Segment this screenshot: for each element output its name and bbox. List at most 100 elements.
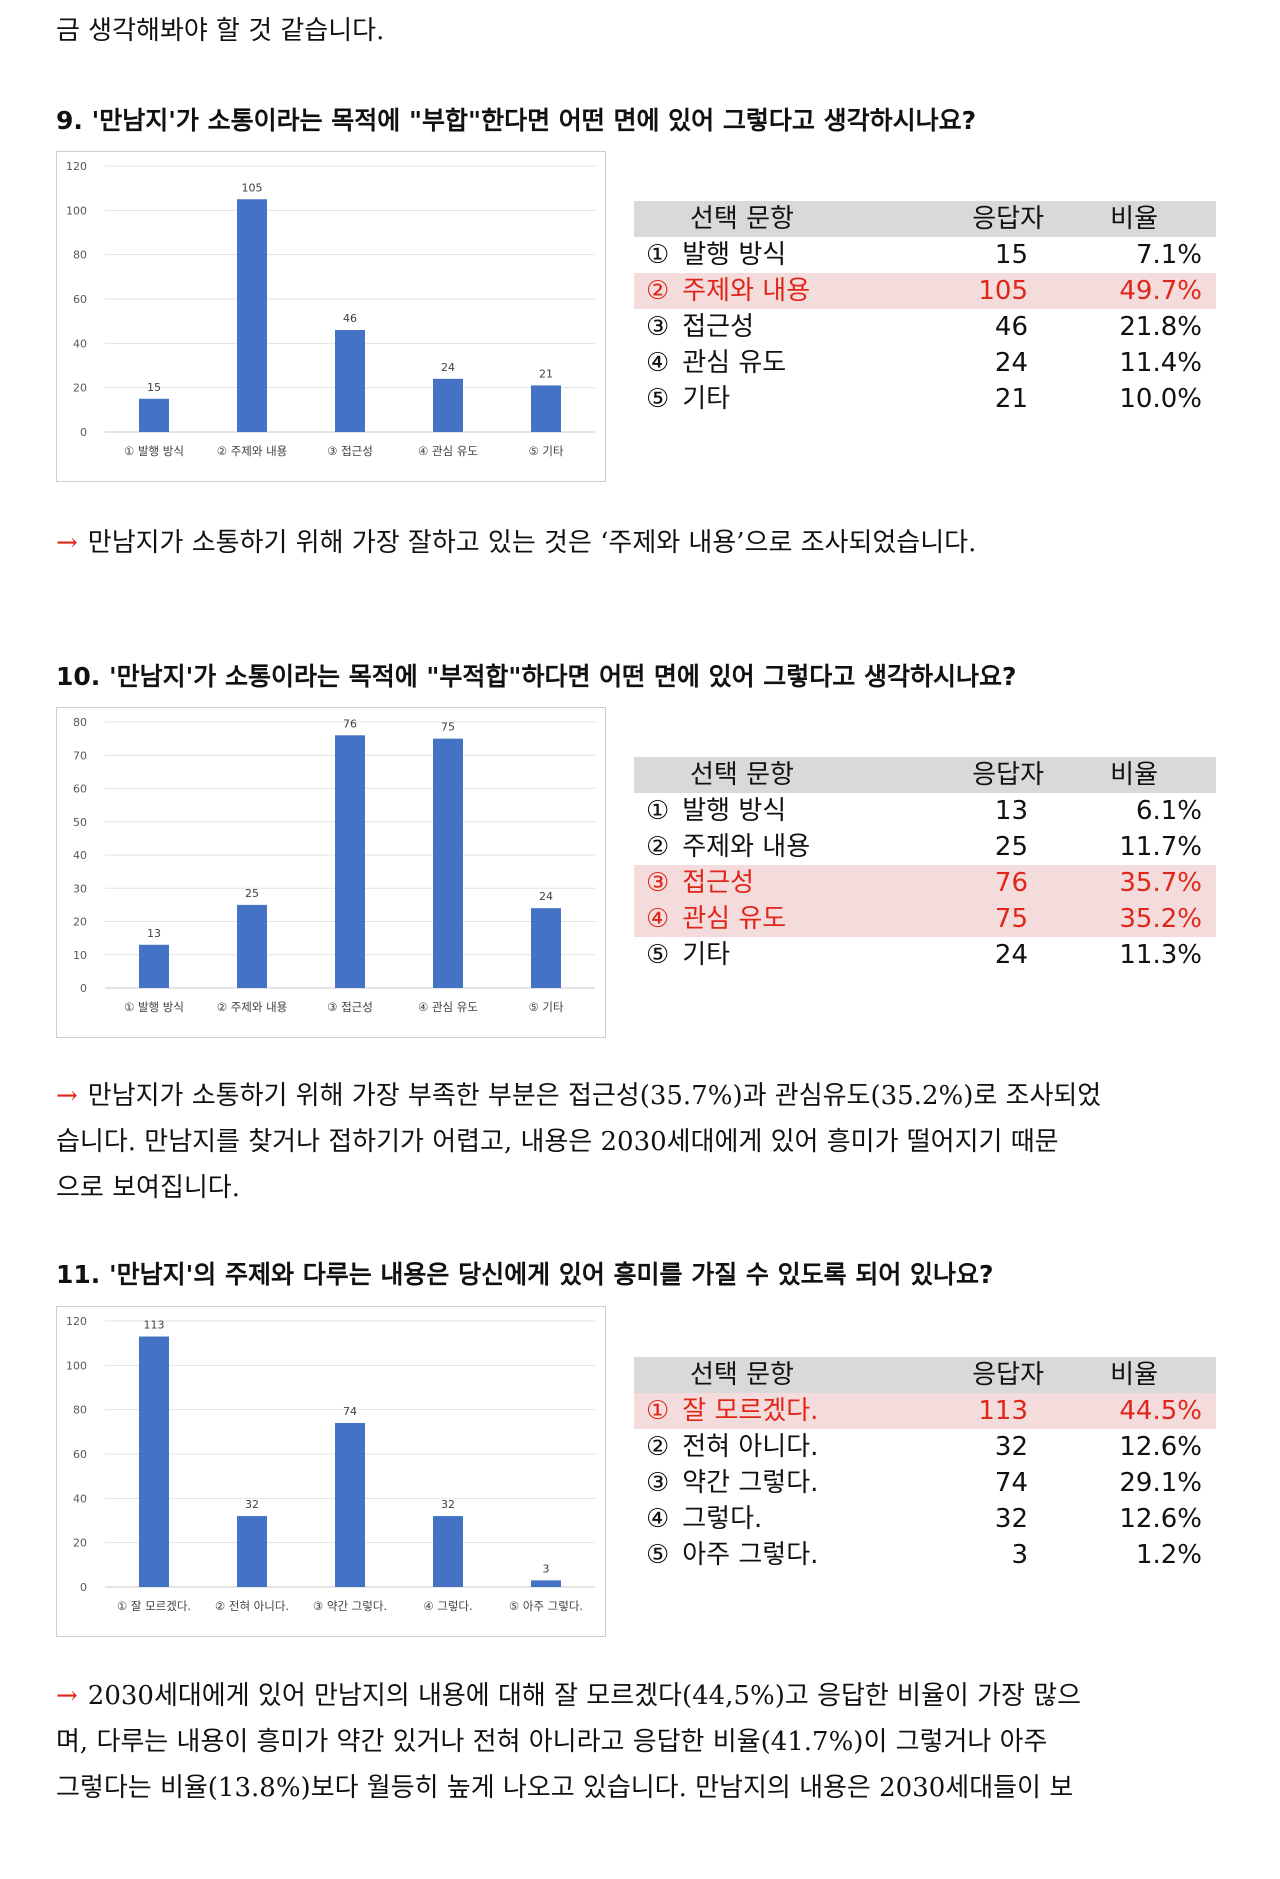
response-ratio: 11.4%	[1119, 348, 1202, 378]
bar-chart-9: 0 20 40 60 80 100 120 15 ① 발행 방식 105 ② 주제와 내용 46 ③ 접…	[66, 160, 595, 458]
response-ratio: 21.8%	[1119, 312, 1202, 342]
option-number: ④	[646, 904, 670, 934]
option-cell: ② 전혀 아니다.	[646, 1429, 818, 1465]
data-label: 105	[242, 181, 263, 194]
table-row: ⑤ 아주 그렇다. 3 1.2%	[634, 1537, 1216, 1573]
option-cell: ③ 약간 그렇다.	[646, 1465, 818, 1501]
y-tick-label: 20	[73, 1537, 87, 1550]
option-label: 관심 유도	[682, 348, 787, 378]
table-row: ⑤ 기타 24 11.3%	[634, 937, 1216, 973]
respondent-count: 32	[994, 1504, 1028, 1534]
y-tick-label: 60	[73, 293, 87, 306]
x-category-label: ⑤ 아주 그렇다.	[509, 1599, 583, 1613]
table-header-row: 선택 문항 응답자 비율	[634, 201, 1216, 237]
y-tick-label: 100	[66, 204, 87, 217]
y-tick-label: 80	[73, 1404, 87, 1417]
data-label: 76	[343, 717, 357, 730]
y-tick-label: 40	[73, 337, 87, 350]
response-ratio: 1.2%	[1135, 1540, 1202, 1570]
respondent-count: 25	[994, 832, 1028, 862]
bar	[433, 738, 463, 988]
y-tick-label: 100	[66, 1359, 87, 1372]
respondent-count: 46	[994, 312, 1028, 342]
table-header-row: 선택 문항 응답자 비율	[634, 757, 1216, 793]
arrow-icon: →	[56, 528, 78, 558]
x-category-label: ① 발행 방식	[124, 444, 184, 458]
y-tick-label: 0	[80, 982, 87, 995]
conclusion-line: 습니다. 만남지를 찾거나 접하기가 어렵고, 내용은 2030세대에게 있어 …	[56, 1127, 1059, 1157]
y-tick-label: 10	[73, 949, 87, 962]
header-respondents: 응답자	[972, 760, 1044, 790]
question-9-title: 9. '만남지'가 소통이라는 목적에 "부합"한다면 어떤 면에 있어 그렇다…	[56, 106, 977, 135]
x-category-label: ② 주제와 내용	[217, 1000, 288, 1014]
option-number: ⑤	[646, 940, 670, 970]
x-category-label: ② 주제와 내용	[217, 444, 288, 458]
option-cell: ⑤ 기타	[646, 381, 730, 417]
y-tick-label: 0	[80, 1581, 87, 1594]
respondent-count: 21	[994, 384, 1028, 414]
option-label: 관심 유도	[682, 904, 787, 934]
option-cell: ① 발행 방식	[646, 793, 786, 829]
option-number: ②	[646, 276, 670, 306]
response-ratio: 7.1%	[1135, 240, 1202, 270]
table-row: ① 발행 방식 13 6.1%	[634, 793, 1216, 829]
response-ratio: 11.7%	[1119, 832, 1202, 862]
option-number: ④	[646, 1504, 670, 1534]
bar	[531, 1580, 561, 1587]
option-label: 아주 그렇다.	[682, 1540, 819, 1570]
option-cell: ④ 그렇다.	[646, 1501, 762, 1537]
table-row: ④ 관심 유도 24 11.4%	[634, 345, 1216, 381]
table-row: ③ 접근성 46 21.8%	[634, 309, 1216, 345]
data-label: 3	[543, 1562, 550, 1575]
respondent-count: 15	[994, 240, 1028, 270]
question-9-conclusion: → 만남지가 소통하기 위해 가장 잘하고 있는 것은 ‘주제와 내용’으로 조사…	[56, 520, 1232, 566]
conclusion-line: 2030세대에게 있어 만남지의 내용에 대해 잘 모르겠다(44,5%)고 응…	[87, 1681, 1082, 1711]
y-tick-label: 70	[73, 749, 87, 762]
option-label: 기타	[682, 384, 731, 414]
header-ratio: 비율	[1110, 760, 1158, 790]
table-row: ⑤ 기타 21 10.0%	[634, 381, 1216, 417]
data-label: 13	[147, 927, 161, 940]
y-tick-label: 20	[73, 916, 87, 929]
y-tick-label: 120	[66, 1315, 87, 1328]
response-ratio: 12.6%	[1119, 1432, 1202, 1462]
respondent-count: 113	[978, 1396, 1028, 1426]
header-option: 선택 문항	[690, 204, 794, 234]
table-row: ② 주제와 내용 105 49.7%	[634, 273, 1216, 309]
option-label: 전혀 아니다.	[682, 1432, 819, 1462]
bar	[237, 904, 267, 988]
conclusion-line: 그렇다는 비율(13.8%)보다 월등히 높게 나오고 있습니다. 만남지의 내…	[56, 1773, 1074, 1803]
data-label: 46	[343, 312, 357, 325]
conclusion-line: 만남지가 소통하기 위해 가장 부족한 부분은 접근성(35.7%)과 관심유도…	[87, 1081, 1102, 1111]
question-11-chart: 0 20 40 60 80 100 120 113 ① 잘 모르겠다. 32 ② 전혀 아니다. 74…	[56, 1306, 606, 1637]
bar	[139, 398, 169, 432]
option-label: 약간 그렇다.	[682, 1468, 819, 1498]
data-label: 24	[441, 361, 455, 374]
table-row: ② 전혀 아니다. 32 12.6%	[634, 1429, 1216, 1465]
respondent-count: 32	[994, 1432, 1028, 1462]
option-label: 발행 방식	[682, 240, 787, 270]
bar	[335, 330, 365, 432]
option-number: ⑤	[646, 384, 670, 414]
question-9-chart: 0 20 40 60 80 100 120 15 ① 발행 방식 105 ② 주제와 내용 46 ③ 접…	[56, 151, 606, 482]
x-category-label: ④ 관심 유도	[418, 1000, 478, 1014]
data-label: 21	[539, 367, 553, 380]
y-tick-label: 60	[73, 783, 87, 796]
x-category-label: ① 발행 방식	[124, 1000, 184, 1014]
table-header-row: 선택 문항 응답자 비율	[634, 1357, 1216, 1393]
header-option: 선택 문항	[690, 760, 794, 790]
bar-chart-10: 0 10 20 30 40 50 60 70 80 13 ① 발행 방식 25 ② 주제와 내용 76 ③ …	[73, 716, 595, 1014]
option-number: ③	[646, 868, 670, 898]
y-tick-label: 30	[73, 882, 87, 895]
bar	[433, 378, 463, 432]
table-row: ④ 그렇다. 32 12.6%	[634, 1501, 1216, 1537]
question-11-table: 선택 문항 응답자 비율 ① 잘 모르겠다. 113 44.5% ② 전혀 아니다. 32 12…	[634, 1357, 1216, 1573]
bar	[531, 385, 561, 432]
option-cell: ③ 접근성	[646, 865, 754, 901]
question-9-table: 선택 문항 응답자 비율 ① 발행 방식 15 7.1% ② 주제와 내용 105 49.7% ③…	[634, 201, 1216, 417]
respondent-count: 75	[994, 904, 1028, 934]
data-label: 113	[144, 1319, 165, 1332]
respondent-count: 13	[994, 796, 1028, 826]
option-cell: ⑤ 아주 그렇다.	[646, 1537, 818, 1573]
bar	[335, 1422, 365, 1587]
